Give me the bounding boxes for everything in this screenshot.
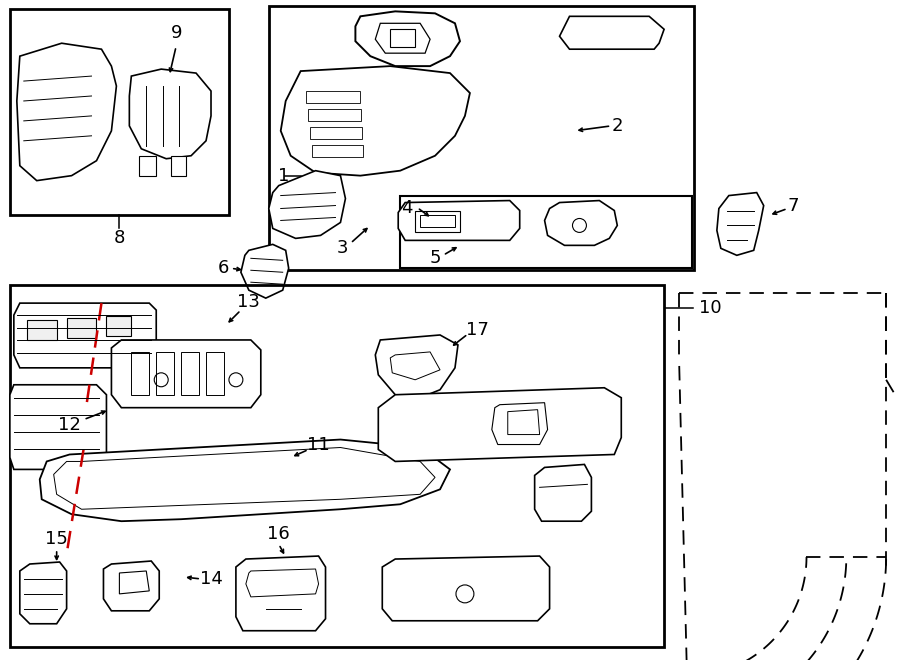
Polygon shape [398, 200, 519, 241]
Text: 6: 6 [217, 259, 229, 277]
Polygon shape [560, 17, 664, 49]
Text: 14: 14 [200, 570, 222, 588]
Polygon shape [544, 200, 617, 245]
Polygon shape [508, 410, 540, 434]
Text: 13: 13 [238, 293, 260, 311]
Text: 5: 5 [429, 249, 441, 267]
Polygon shape [104, 561, 159, 611]
Text: 2: 2 [611, 117, 623, 135]
Polygon shape [241, 245, 289, 298]
Text: 9: 9 [170, 24, 182, 42]
Polygon shape [717, 192, 764, 255]
Polygon shape [378, 388, 621, 461]
Text: 17: 17 [466, 321, 490, 339]
Polygon shape [20, 562, 67, 624]
Polygon shape [375, 23, 430, 53]
Polygon shape [40, 440, 450, 521]
Polygon shape [236, 556, 326, 631]
Polygon shape [391, 29, 415, 47]
Polygon shape [106, 316, 131, 336]
Text: 12: 12 [58, 416, 81, 434]
Polygon shape [415, 210, 460, 233]
Polygon shape [281, 66, 470, 176]
Text: 16: 16 [267, 525, 290, 543]
Text: 4: 4 [401, 198, 413, 217]
Polygon shape [269, 171, 346, 239]
Polygon shape [140, 156, 157, 176]
Polygon shape [382, 556, 550, 621]
Polygon shape [14, 303, 157, 368]
Text: 15: 15 [45, 530, 68, 548]
Text: 11: 11 [307, 436, 330, 453]
Polygon shape [420, 215, 455, 227]
Polygon shape [375, 335, 458, 400]
Polygon shape [535, 465, 591, 521]
Polygon shape [10, 385, 106, 469]
Text: 1: 1 [278, 167, 289, 184]
Polygon shape [67, 318, 96, 338]
Text: 8: 8 [113, 229, 125, 247]
Polygon shape [17, 43, 116, 180]
Polygon shape [130, 69, 211, 159]
Polygon shape [27, 320, 57, 340]
Text: 7: 7 [788, 196, 799, 215]
Text: 3: 3 [337, 239, 348, 257]
Polygon shape [112, 340, 261, 408]
Polygon shape [171, 156, 186, 176]
Text: 10: 10 [699, 299, 722, 317]
Polygon shape [356, 11, 460, 66]
Polygon shape [491, 403, 547, 444]
